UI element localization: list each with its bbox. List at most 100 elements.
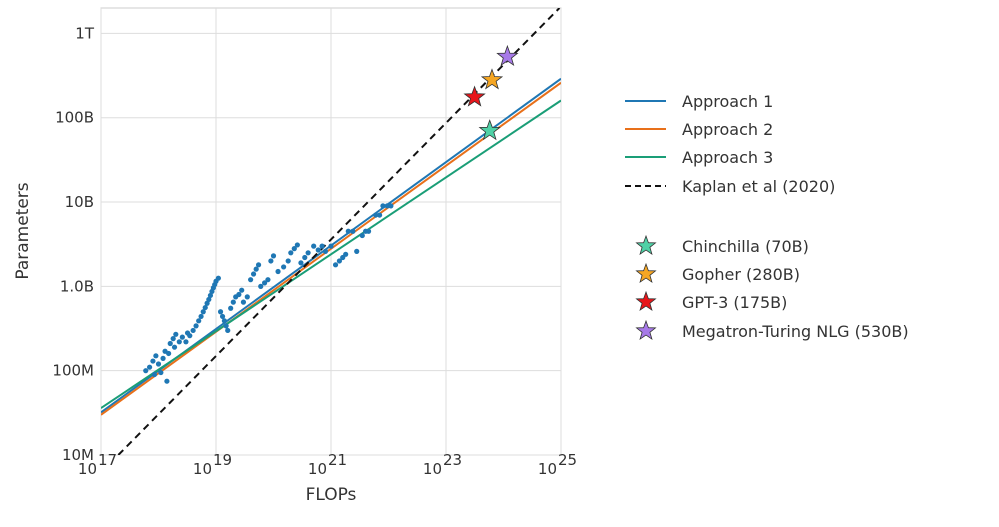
data-point: [253, 266, 259, 272]
data-point: [305, 250, 311, 256]
data-point: [255, 262, 262, 268]
y-tick-label: 10B: [65, 193, 94, 211]
star-marker-1: [478, 119, 501, 141]
legend-star-icon: [635, 319, 657, 341]
data-point: [384, 203, 390, 209]
scatter-points: [143, 203, 394, 384]
data-point: [332, 262, 339, 268]
data-point: [146, 364, 153, 370]
y-tick-label: 1T: [75, 24, 95, 42]
data-point: [250, 271, 257, 277]
data-point: [166, 350, 172, 357]
data-point: [228, 305, 234, 311]
data-point: [193, 323, 199, 329]
star-marker-2: [480, 68, 504, 90]
svg-text:10: 10: [78, 460, 97, 478]
data-point: [345, 228, 351, 234]
series-line-4: [117, 8, 561, 455]
data-point: [171, 344, 178, 350]
data-point: [236, 291, 242, 298]
legend: Approach 1 Approach 2 Approach 3 Kaplan et …: [625, 92, 909, 341]
data-point: [190, 327, 196, 334]
data-point: [173, 331, 179, 337]
data-point: [298, 260, 304, 266]
legend-label: Approach 1: [682, 92, 773, 111]
data-point: [153, 353, 159, 359]
legend-item-1: Approach 1: [625, 92, 773, 111]
data-point: [179, 334, 185, 340]
x-tick-label: 10 19: [193, 451, 232, 478]
svg-text:17: 17: [98, 451, 117, 469]
y-tick-label: 10M: [62, 446, 94, 464]
data-point: [350, 228, 356, 234]
data-point: [221, 318, 228, 324]
svg-text:23: 23: [443, 451, 462, 469]
data-point: [258, 283, 264, 289]
data-point: [183, 339, 189, 345]
data-point: [206, 296, 212, 303]
data-point: [248, 277, 254, 283]
grid: [100, 8, 562, 456]
data-point: [158, 369, 164, 376]
legend-star-icon: [635, 290, 657, 312]
data-point: [151, 371, 158, 378]
data-point: [354, 248, 360, 254]
x-tick-label: 10 23: [423, 451, 462, 478]
legend-label: Kaplan et al (2020): [682, 177, 835, 196]
x-tick-label: 10 17: [78, 451, 117, 478]
legend-star-item-4: Megatron-Turing NLG (530B): [635, 319, 909, 341]
data-point: [328, 243, 334, 249]
data-point: [215, 275, 221, 281]
legend-label: Megatron-Turing NLG (530B): [682, 322, 909, 341]
legend-star-item-1: Chinchilla (70B): [635, 234, 809, 256]
data-point: [155, 361, 162, 367]
legend-item-4: Kaplan et al (2020): [625, 177, 835, 196]
data-point: [200, 309, 206, 315]
svg-text:21: 21: [328, 451, 347, 469]
data-point: [343, 251, 349, 257]
data-point: [291, 246, 297, 252]
legend-item-3: Approach 3: [625, 148, 773, 167]
data-point: [164, 378, 170, 384]
svg-text:25: 25: [558, 451, 577, 469]
svg-text:10: 10: [308, 460, 327, 478]
data-point: [207, 292, 214, 299]
svg-text:10: 10: [538, 460, 557, 478]
data-point: [359, 232, 365, 239]
data-point: [202, 304, 208, 311]
data-point: [302, 254, 308, 261]
data-point: [176, 339, 182, 345]
data-point: [219, 313, 226, 320]
legend-item-2: Approach 2: [625, 120, 773, 139]
model-stars: [463, 44, 519, 141]
data-point: [160, 355, 166, 361]
data-point: [376, 212, 383, 218]
star-marker-3: [463, 85, 486, 107]
legend-label: Approach 3: [682, 148, 773, 167]
star-marker-4: [496, 44, 519, 67]
data-point: [288, 250, 294, 256]
data-point: [294, 242, 300, 248]
data-point: [315, 247, 321, 253]
data-point: [244, 294, 250, 300]
data-point: [275, 268, 281, 275]
legend-label: Chinchilla (70B): [682, 237, 809, 256]
data-point: [380, 203, 386, 209]
svg-text:10: 10: [423, 460, 442, 478]
data-point: [388, 203, 394, 209]
data-point: [285, 258, 291, 264]
legend-label: Gopher (280B): [682, 265, 800, 284]
legend-label: GPT-3 (175B): [682, 293, 787, 312]
legend-star-item-2: Gopher (280B): [635, 262, 800, 284]
data-point: [261, 280, 268, 286]
data-point: [187, 333, 193, 339]
data-point: [170, 336, 176, 342]
y-tick-labels: 10M 100M 1.0B 10B 100B 1T: [52, 24, 94, 464]
x-axis-label: FLOPs: [306, 485, 357, 505]
y-tick-label: 1.0B: [60, 277, 94, 295]
data-point: [225, 327, 231, 334]
y-axis-label: Parameters: [13, 182, 33, 279]
y-tick-label: 100B: [55, 109, 94, 127]
data-point: [336, 258, 343, 264]
